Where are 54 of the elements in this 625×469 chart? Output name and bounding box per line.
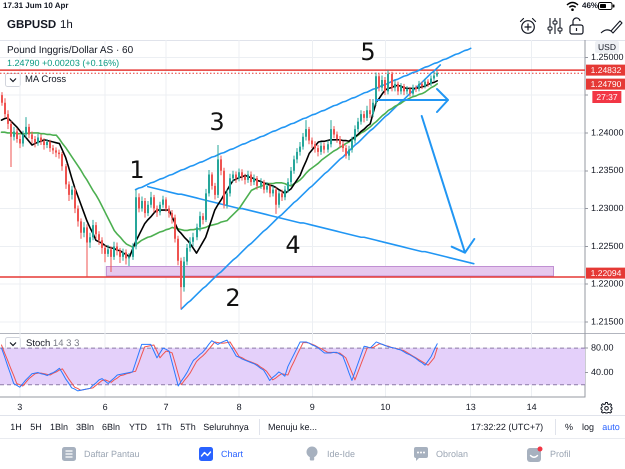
y-tick-label: 1.22000 — [591, 278, 624, 289]
text: USD — [595, 41, 619, 52]
y-tick-label: 1.23000 — [591, 203, 624, 214]
y-tick-label: 80.00 — [591, 342, 614, 353]
text: Stoch 14 3 3 — [26, 338, 80, 349]
text: 5Th — [180, 422, 196, 432]
x-tick-label: 9 — [310, 402, 315, 412]
text: 1Bln — [50, 422, 68, 432]
text: 1.24790 +0.00203 (+0.16%) — [7, 58, 120, 68]
y-tick-label: 1.21500 — [591, 316, 624, 326]
text: % — [564, 422, 574, 432]
y-tick-label: 40.00 — [591, 367, 614, 378]
text: auto — [602, 422, 620, 432]
y-tick-label: 1.25000 — [591, 52, 624, 62]
text: 5H — [30, 422, 42, 432]
text: Ide-Ide — [327, 449, 356, 459]
text: 46% — [582, 1, 598, 10]
ref-line-label: 1.22094 — [590, 268, 622, 278]
annotation: 3 — [209, 108, 225, 136]
text: Seluruhnya — [203, 422, 249, 432]
text: 3Bln — [76, 422, 94, 432]
text: 27:37 — [592, 91, 622, 102]
annotation: 5 — [360, 38, 376, 66]
annotation: 2 — [225, 284, 241, 312]
annotation: MA Cross — [25, 74, 66, 85]
text: 1h — [60, 19, 73, 32]
text: GBPUSD — [7, 19, 56, 32]
text: 1H — [10, 422, 22, 432]
x-tick-label: 7 — [164, 402, 169, 412]
x-tick-label: 13 — [466, 402, 476, 412]
x-tick-label: 3 — [17, 402, 22, 412]
text: Pound Inggris/Dollar AS · 60 — [7, 45, 134, 56]
text: 17.31 Jum 10 Apr — [3, 1, 69, 10]
legend-label: 1.24790 — [590, 78, 622, 89]
x-tick-label: 14 — [526, 402, 537, 412]
x-tick-label: 6 — [102, 402, 108, 412]
text: Daftar Pantau — [84, 449, 140, 459]
text: 6Bln — [102, 422, 120, 432]
annotation: 1 — [129, 156, 145, 184]
ref-line-label: 1.24832 — [590, 64, 622, 75]
text: Obrolan — [436, 449, 468, 459]
text: log — [582, 422, 594, 432]
annotation: 4 — [285, 231, 301, 259]
y-tick-label: 1.22500 — [591, 240, 624, 251]
text: 17:32:22 (UTC+7) — [470, 422, 544, 432]
y-tick-label: 1.24000 — [591, 127, 624, 138]
text: Menuju ke... — [268, 422, 318, 432]
x-tick-label: 10 — [380, 402, 390, 412]
y-tick-label: 1.23500 — [591, 165, 624, 176]
text: Chart — [221, 449, 244, 459]
x-tick-label: 8 — [236, 402, 242, 412]
text: Profil — [550, 449, 571, 459]
text: YTD — [129, 422, 147, 432]
text: 1Th — [156, 422, 172, 432]
